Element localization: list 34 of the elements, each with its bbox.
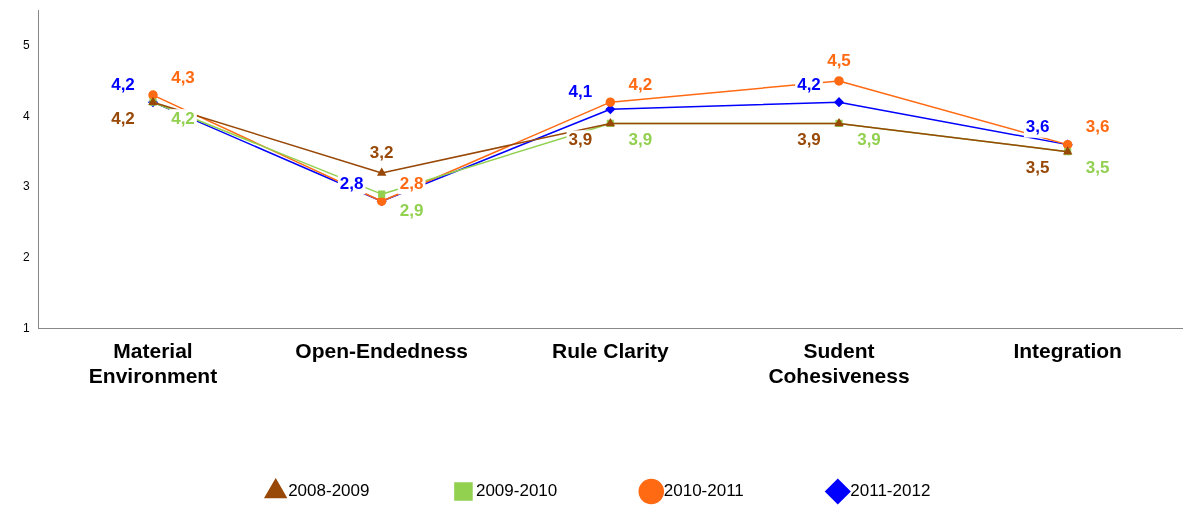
- data-label: 3,9: [628, 130, 653, 150]
- data-label: 3,9: [857, 130, 881, 150]
- y-tick-label: 3: [22, 179, 30, 194]
- data-label: 3,9: [797, 130, 821, 150]
- data-label: 4,2: [628, 74, 653, 94]
- x-tick-label: Integration: [1013, 339, 1122, 362]
- y-tick-label: 5: [22, 37, 30, 52]
- data-label: 2,8: [399, 173, 424, 193]
- data-label: 3,2: [369, 142, 394, 162]
- legend-label: 2011-2012: [850, 481, 931, 501]
- legend-label: 2009-2010: [475, 481, 558, 501]
- legend-label: 2008-2009: [288, 481, 370, 501]
- data-label: 4,5: [827, 50, 851, 70]
- x-tick-label: Material Environment: [88, 339, 218, 388]
- data-label: 4,2: [171, 108, 195, 128]
- data-label: 4,2: [111, 108, 135, 128]
- x-tick-label: Open-Endedness: [295, 339, 469, 362]
- data-label: 3,6: [1025, 117, 1050, 137]
- y-tick-label: 4: [22, 108, 30, 123]
- x-tick-label: Rule Clarity: [551, 339, 670, 362]
- data-label: 4,1: [568, 81, 593, 101]
- data-label: 3,6: [1085, 117, 1110, 137]
- y-tick-label: 1: [22, 320, 30, 335]
- data-label: 4,2: [797, 74, 821, 94]
- x-tick-label: Sudent Cohesiveness: [768, 339, 910, 388]
- data-label: 3,5: [1085, 158, 1110, 178]
- data-label: 4,3: [171, 67, 195, 87]
- data-label: 3,9: [568, 130, 593, 150]
- y-tick-label: 2: [22, 250, 30, 265]
- data-label: 3,5: [1025, 158, 1050, 178]
- data-label: 4,2: [111, 74, 135, 94]
- data-label: 2,9: [399, 200, 424, 220]
- data-label: 2,8: [339, 173, 364, 193]
- legend-label: 2010-2011: [663, 481, 744, 501]
